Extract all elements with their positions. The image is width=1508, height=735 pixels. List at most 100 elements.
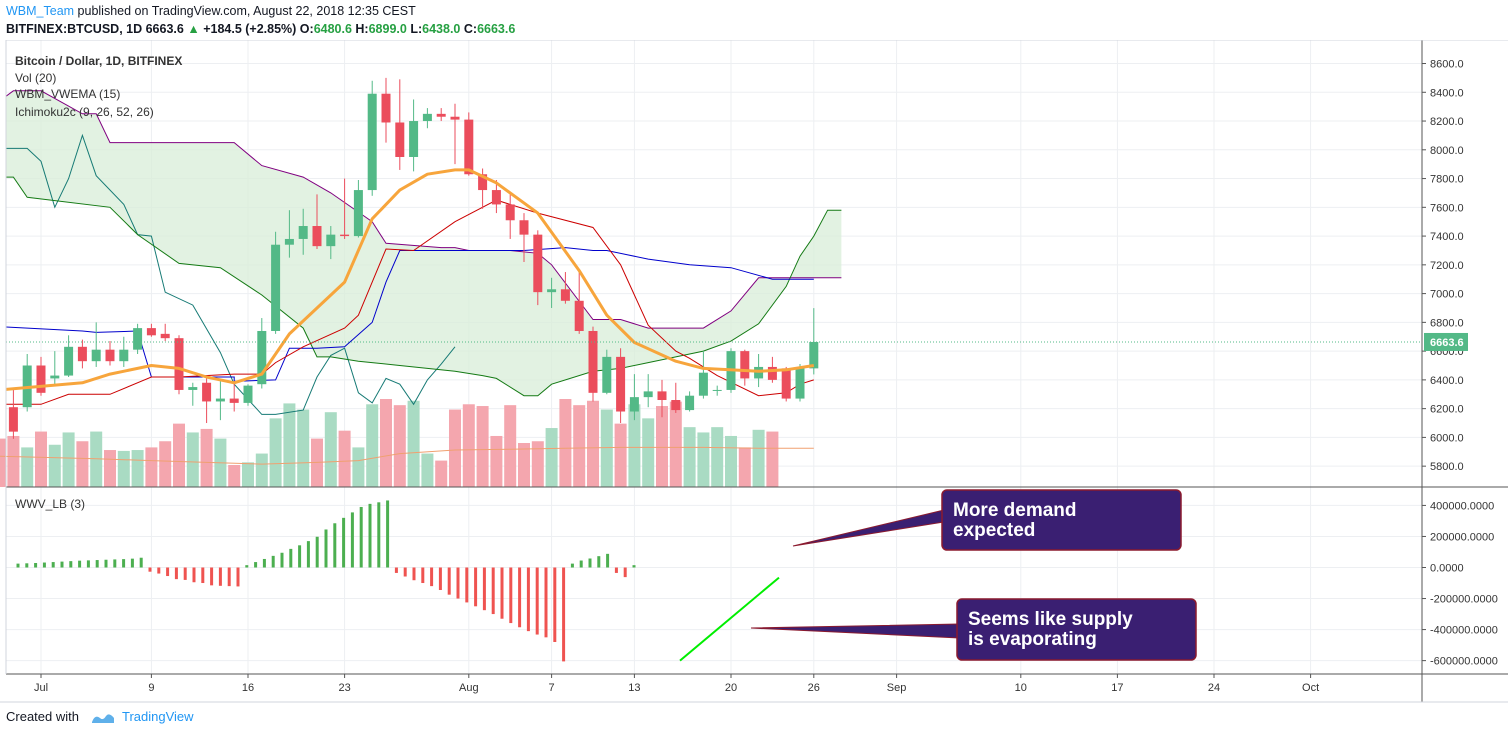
leading-span-a-line [6,176,842,397]
candle-body [671,400,681,411]
demand-callout-pointer [792,509,945,547]
volume-bar [104,450,116,487]
close-label: C: [463,22,478,36]
wwv-bar [289,548,293,568]
wwv-bar [201,567,205,584]
chart-header: WBM_Team published on TradingView.com, A… [0,0,1508,40]
wwv-bar [86,560,90,568]
osc-tick-label: -200000.0000 [1430,594,1498,606]
open-value: 6480.6 [313,22,352,36]
candle [685,391,695,412]
wwv-bar [474,567,478,607]
wwv-bar [306,541,310,568]
volume-bar [656,406,668,487]
candle-body [740,351,750,379]
wwv-bar [482,567,486,611]
candle-body [326,234,336,247]
candle [436,108,446,122]
wwv-bar [183,567,187,580]
wwv-bars [16,500,636,662]
volume-bar [504,405,517,487]
price-tick-label: 7200.0 [1430,260,1464,272]
candle-body [119,349,129,362]
candle [215,381,225,421]
time-tick-label: 24 [1208,682,1220,694]
price-tick-label: 5800.0 [1430,461,1464,473]
candle [91,322,101,367]
volume-bar [766,431,779,487]
volume-bar [131,450,144,487]
candle-body [229,398,239,403]
volume-bar [228,465,241,487]
candle [795,364,805,402]
candle [36,356,46,396]
time-tick-label: Oct [1302,682,1319,694]
volume-bar [269,418,282,487]
volume-bar [366,404,379,487]
candle-body [50,375,60,379]
author-link[interactable]: WBM_Team [6,4,75,18]
candle [0,357,4,416]
wwv-bar [95,560,99,568]
candle-body [450,116,460,120]
volume-bar [186,432,199,487]
published-text: published on TradingView.com, August 22,… [74,4,416,18]
wwv-bar [465,567,469,603]
price-tick-label: 8200.0 [1430,116,1464,128]
volume-bar [435,460,448,487]
volume-bar [738,447,751,487]
candle [160,323,170,342]
time-tick-label: 26 [808,682,820,694]
demand-callout-box [941,489,1182,551]
candle-body [505,204,515,221]
candle-body [574,300,584,331]
candle [367,80,377,196]
price-tick-label: 7800.0 [1430,174,1464,186]
volume-bar [283,403,296,487]
wwv-bar [104,559,108,568]
volume-bar [117,450,130,487]
wwv-bar [236,567,240,587]
volume-bar [324,412,337,487]
wwv-bar [34,562,38,568]
candle-body [77,346,87,362]
conversion-line [6,247,814,382]
price-chart[interactable]: 8600.08400.08200.08000.07800.07600.07400… [0,40,1508,705]
wwv-bar [614,567,618,573]
candle-body [353,190,363,237]
volume-bar [297,409,310,487]
volume-bar [21,447,34,487]
wwv-bar [227,567,231,587]
candle-body [257,330,267,385]
candle-body [215,398,225,402]
wwv-bar [403,567,407,577]
tradingview-link[interactable]: TradingView [122,709,194,724]
candle [105,341,115,366]
wwv-bar [148,567,152,572]
volume-bar [352,447,365,487]
volume-bar [173,423,185,487]
wwv-bar [298,545,302,568]
candle [77,339,87,369]
candle [353,179,363,238]
candle-body [340,234,350,237]
volume-bar [683,427,696,487]
wwv-bar [359,506,363,568]
volume-bar [35,431,47,487]
wwv-bar [122,559,126,568]
volume-bar [697,432,710,487]
supply-trendline[interactable] [679,576,780,662]
volume-bar [338,430,351,487]
candle [491,179,501,214]
wwv-bar [60,561,64,568]
volume-bar [545,428,558,487]
candle [629,374,639,421]
supply-callout-box [956,598,1197,661]
wwv-bar [42,562,46,568]
candle-body [629,397,639,412]
candle [202,377,212,424]
wwv-bar [130,558,134,568]
candle-body [298,226,308,239]
